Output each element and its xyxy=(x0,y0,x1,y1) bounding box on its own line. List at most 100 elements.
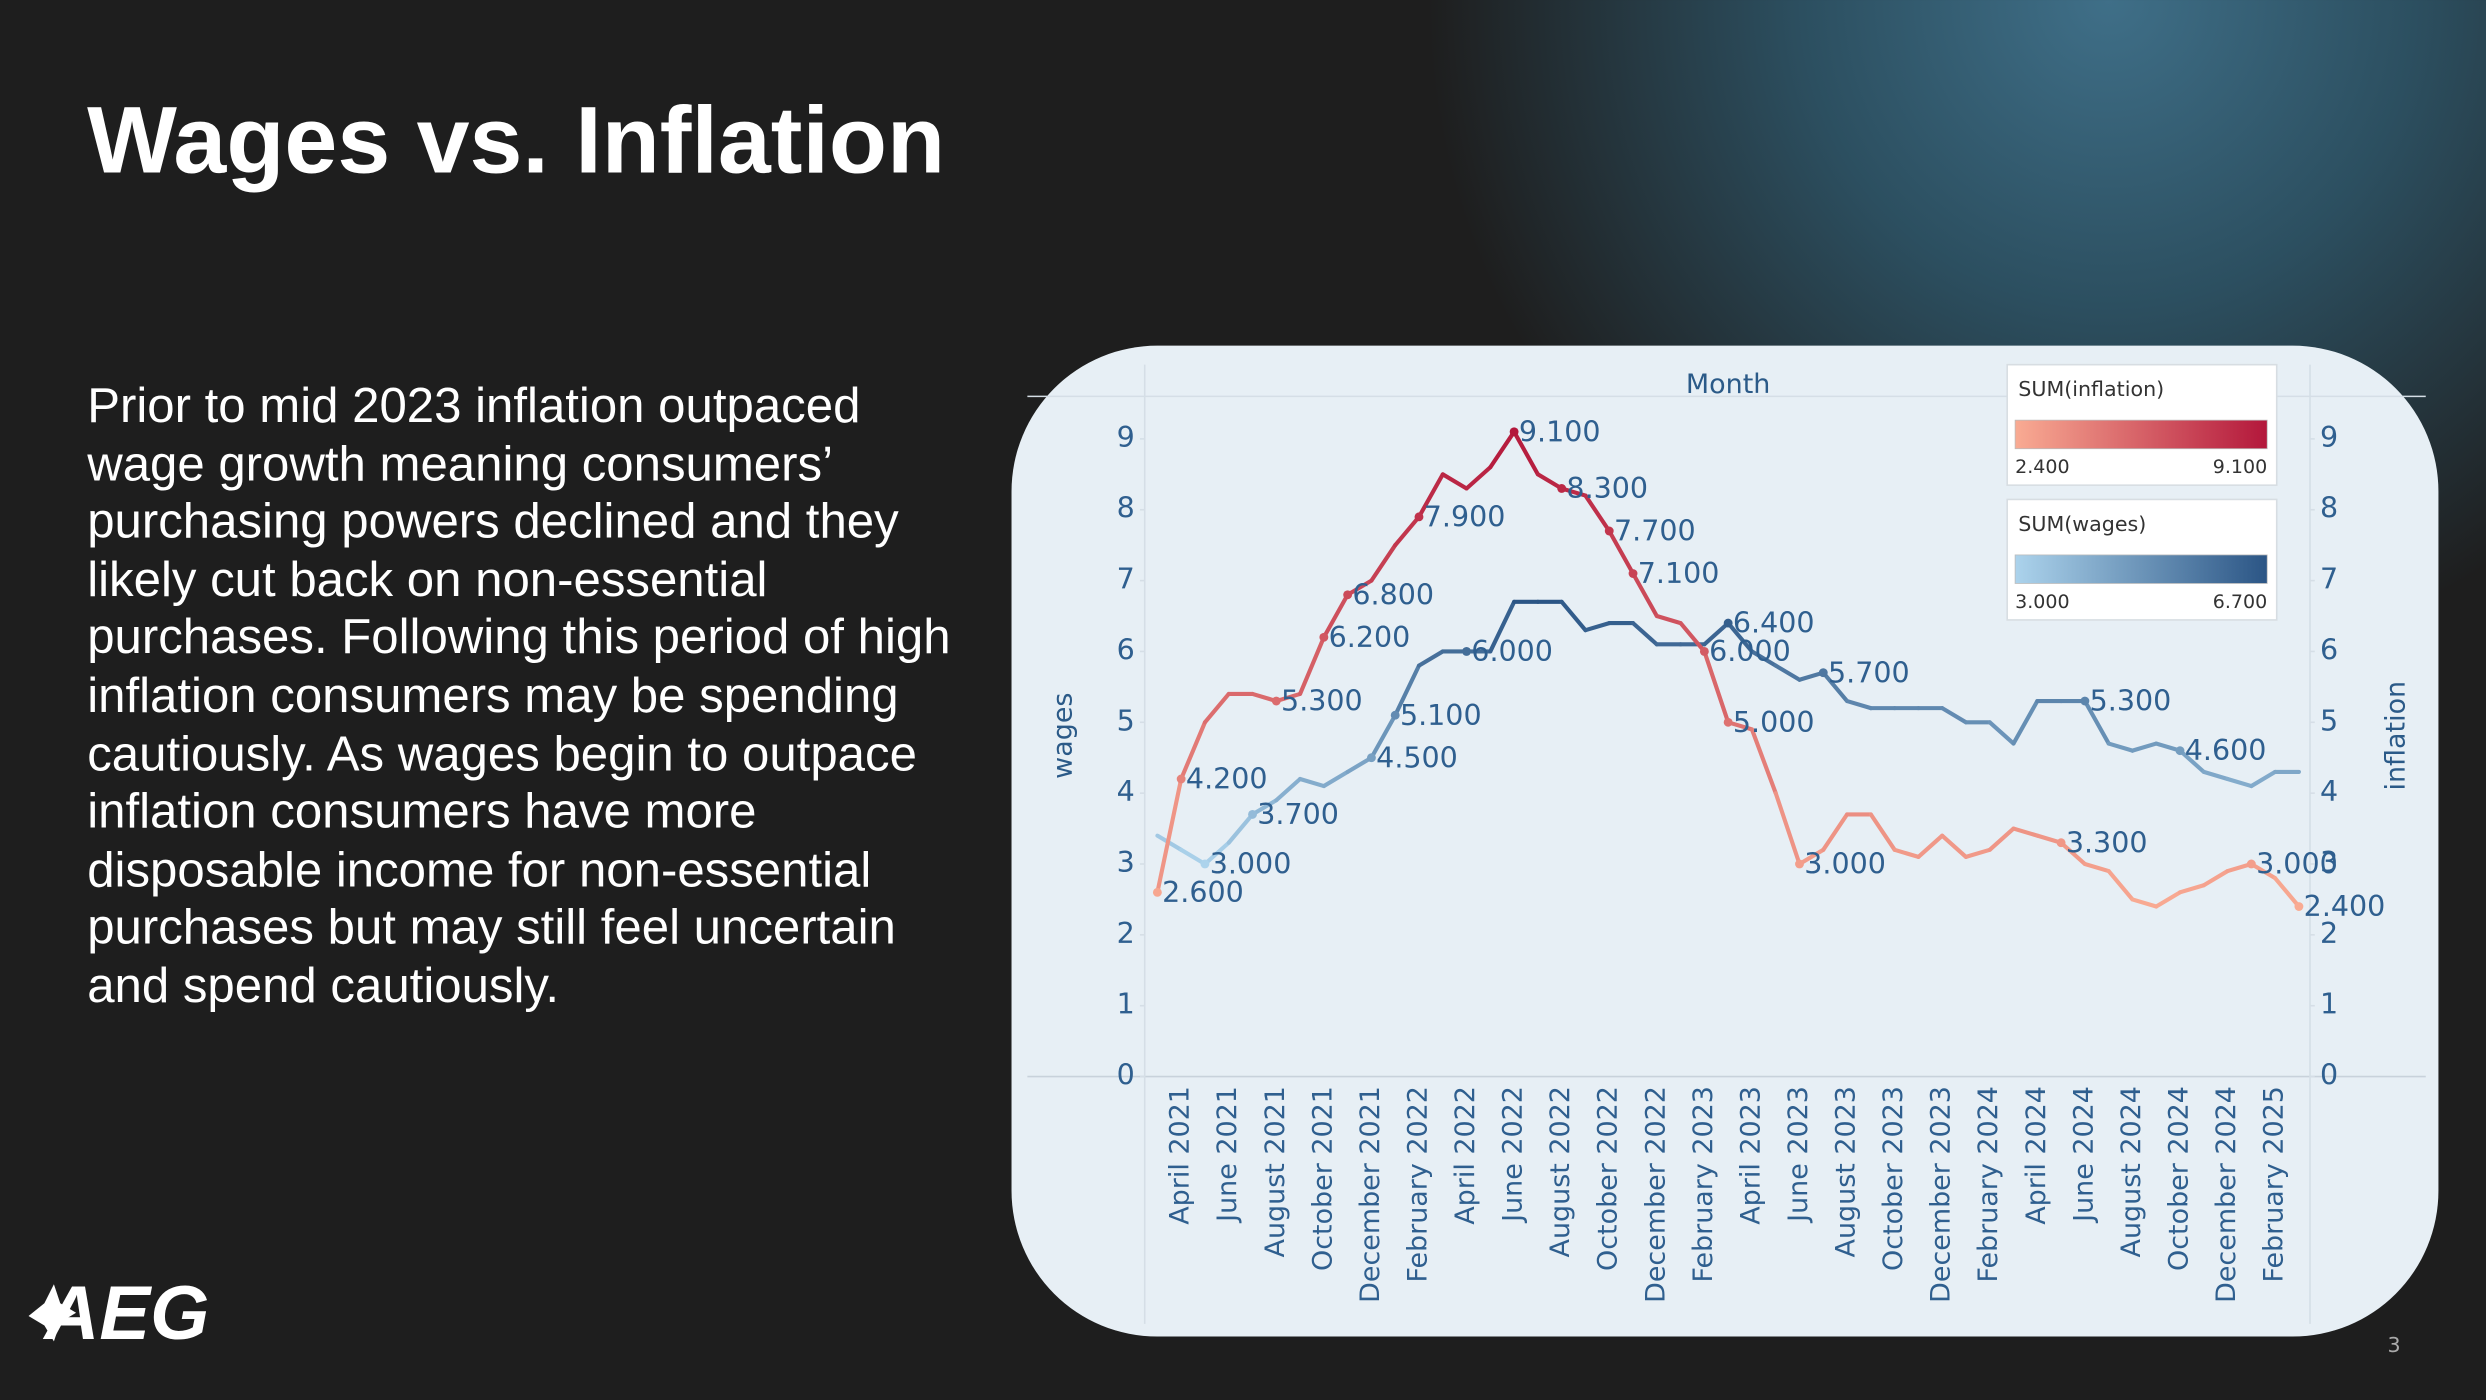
x-tick-label: February 2024 xyxy=(1973,1086,2004,1282)
x-tick-label: August 2022 xyxy=(1545,1086,1576,1257)
page-number: 3 xyxy=(2387,1333,2400,1357)
y-tick-label: 2 xyxy=(1117,917,1135,950)
line-segment xyxy=(1654,613,1683,626)
line-segment xyxy=(1416,649,1445,668)
line-segment xyxy=(1321,769,1350,789)
data-label: 5.300 xyxy=(1281,685,1363,718)
line-segment xyxy=(1488,599,1517,654)
line-segment xyxy=(1583,493,1612,534)
y2-tick-label: 1 xyxy=(2320,988,2338,1021)
line-segment xyxy=(2082,698,2111,746)
y2-tick-label: 7 xyxy=(2320,563,2338,596)
x-tick-label: August 2021 xyxy=(1260,1086,1291,1257)
line-segment xyxy=(1749,727,1778,796)
point xyxy=(2246,859,2256,869)
line-segment xyxy=(1940,833,1969,859)
line-segment xyxy=(1702,621,1731,647)
legend-min: 2.400 xyxy=(2015,456,2069,478)
data-label: 7.900 xyxy=(1424,500,1506,533)
line-segment xyxy=(1512,429,1540,477)
line-segment xyxy=(2011,698,2040,746)
point xyxy=(1319,632,1329,642)
x-tick-label: April 2023 xyxy=(1735,1086,1766,1225)
line-segment xyxy=(1298,776,1326,789)
data-label: 3.000 xyxy=(2256,848,2338,881)
x-tick-label: June 2022 xyxy=(1498,1086,1529,1224)
line-segment xyxy=(1369,713,1398,760)
data-label: 4.500 xyxy=(1376,741,1458,774)
point xyxy=(1462,647,1471,656)
y2-tick-label: 6 xyxy=(2320,633,2338,666)
line-segment xyxy=(1916,833,1945,859)
data-label: 7.100 xyxy=(1638,557,1720,590)
line-segment xyxy=(1393,514,1422,548)
point xyxy=(1509,427,1519,437)
line-segment xyxy=(1393,663,1422,718)
y-tick-label: 3 xyxy=(1117,846,1135,879)
line-segment xyxy=(1797,847,1826,867)
legend-min: 3.000 xyxy=(2015,591,2069,613)
x-tick-label: April 2024 xyxy=(2021,1086,2052,1225)
y-tick-label: 7 xyxy=(1117,563,1135,596)
point xyxy=(1390,710,1400,720)
x-tick-label: October 2022 xyxy=(1593,1086,1624,1271)
data-label: 6.800 xyxy=(1352,578,1434,611)
x-tick-label: June 2021 xyxy=(1212,1086,1243,1224)
line-segment xyxy=(2011,826,2040,838)
x-tick-label: April 2021 xyxy=(1165,1086,1196,1225)
y2-tick-label: 4 xyxy=(2320,775,2338,808)
line-segment xyxy=(1678,621,1707,654)
y-tick-label: 8 xyxy=(1117,492,1135,525)
logo: AEG xyxy=(28,1271,209,1356)
data-label: 2.600 xyxy=(1162,876,1244,909)
x-tick-label: October 2024 xyxy=(2164,1086,2195,1271)
data-label: 8.300 xyxy=(1566,472,1648,505)
data-label: 2.400 xyxy=(2304,890,2386,923)
line-segment xyxy=(1250,798,1279,817)
point xyxy=(1604,526,1614,536)
line-segment xyxy=(2177,883,2206,895)
line-segment xyxy=(1559,599,1588,633)
x-tick-label: February 2025 xyxy=(2259,1086,2290,1282)
x-tick-label: December 2022 xyxy=(1640,1086,1671,1303)
line-segment xyxy=(2201,869,2230,888)
data-label: 6.200 xyxy=(1329,621,1411,654)
line-segment xyxy=(1630,621,1659,647)
x-tick-label: August 2023 xyxy=(1831,1086,1862,1257)
x-axis-title: Month xyxy=(1686,369,1770,400)
x-tick-label: February 2023 xyxy=(1688,1086,1719,1282)
legend-title: SUM(wages) xyxy=(2018,512,2146,536)
data-label: 6.000 xyxy=(1471,635,1553,668)
line-segment xyxy=(1179,847,1208,867)
x-tick-label: October 2021 xyxy=(1307,1086,1338,1271)
point xyxy=(1271,696,1281,706)
legend-ramp xyxy=(2014,419,2268,450)
line-segment xyxy=(1345,755,1374,774)
data-label: 3.700 xyxy=(1257,798,1339,831)
line-segment xyxy=(1630,571,1659,619)
y-axis-title: wages xyxy=(1047,693,1078,779)
line-segment xyxy=(2130,741,2159,753)
data-label: 4.600 xyxy=(2185,734,2267,767)
y2-tick-label: 0 xyxy=(2320,1059,2338,1092)
y-tick-label: 1 xyxy=(1117,988,1135,1021)
data-label: 3.300 xyxy=(2066,826,2148,859)
y-tick-label: 4 xyxy=(1117,775,1135,808)
line-segment xyxy=(1179,720,1208,782)
point xyxy=(1557,484,1567,493)
line-segment xyxy=(1773,663,1802,682)
legend-max: 6.700 xyxy=(2213,591,2267,613)
line-segment xyxy=(1821,812,1850,852)
point xyxy=(2175,746,2185,756)
y-tick-label: 9 xyxy=(1117,421,1135,454)
line-segment xyxy=(1940,706,1969,725)
line-segment xyxy=(1749,649,1778,668)
logo-text: AEG xyxy=(42,1271,209,1356)
line-segment xyxy=(1821,670,1850,704)
line-segment xyxy=(2249,769,2278,789)
line-segment xyxy=(1844,698,1873,711)
body-box: Prior to mid 2023 inflation outpaced wag… xyxy=(87,377,950,1013)
line-segment xyxy=(2154,890,2183,909)
point xyxy=(2294,902,2304,911)
